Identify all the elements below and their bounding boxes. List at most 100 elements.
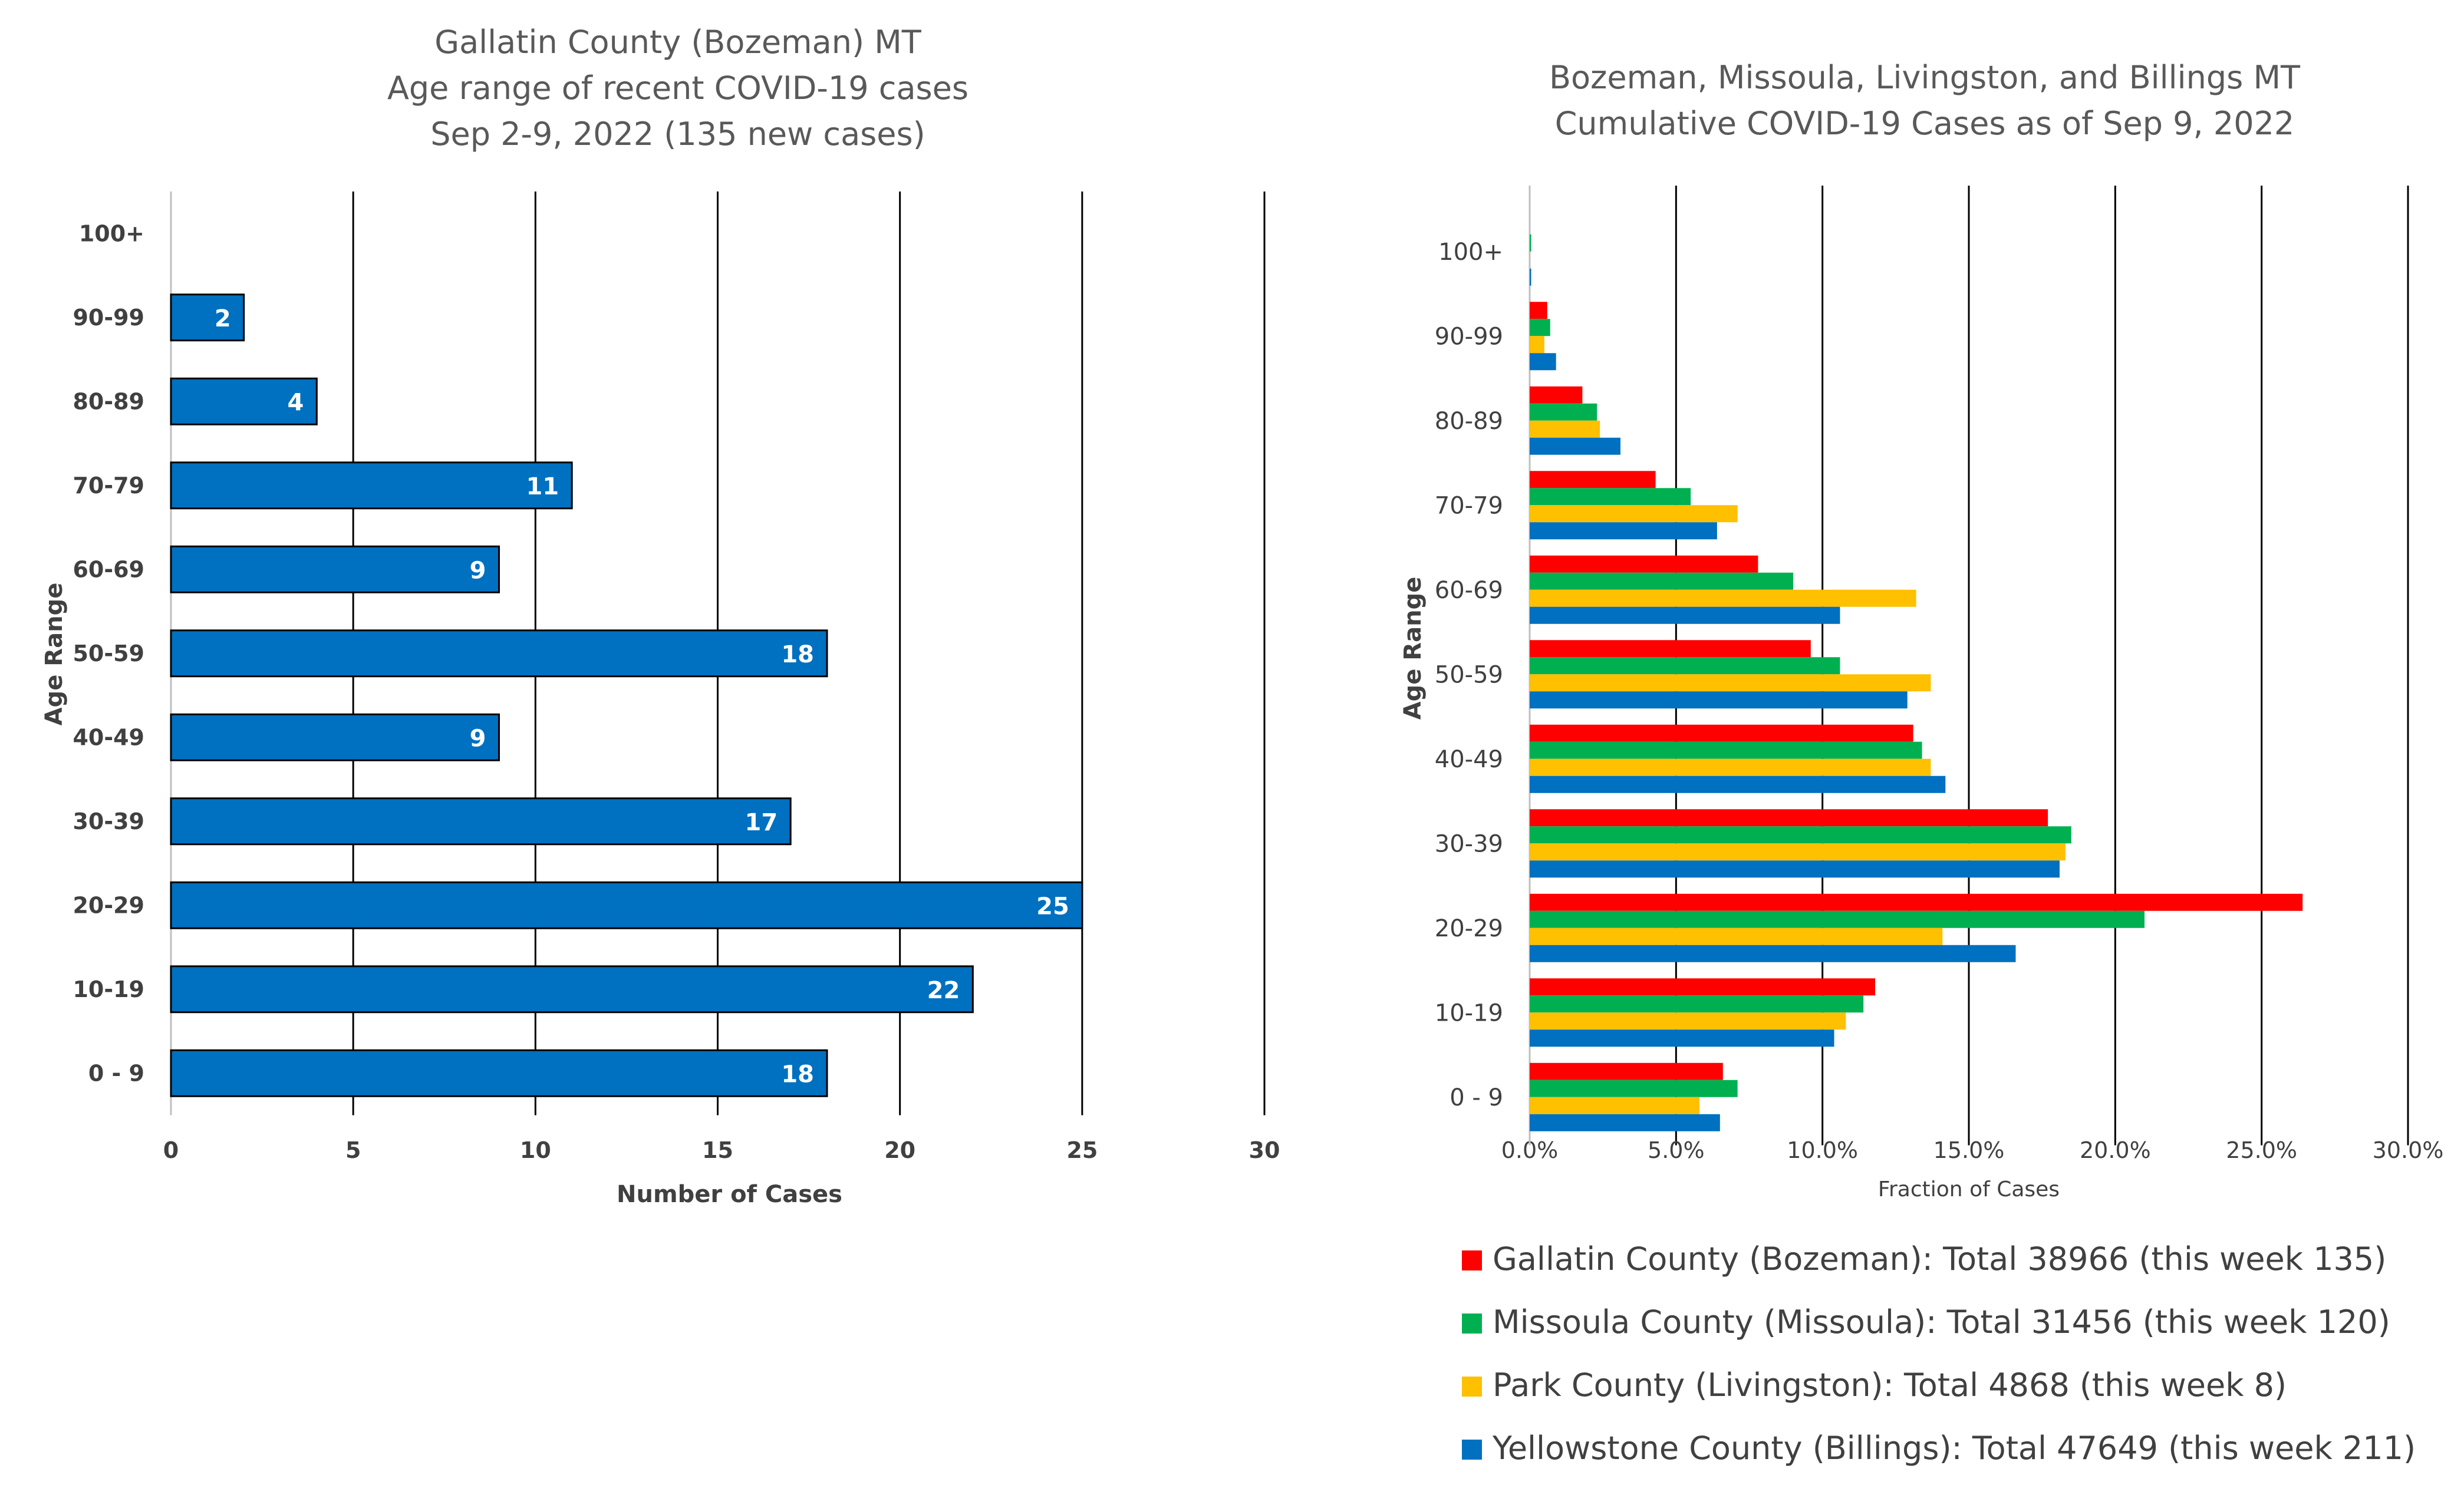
right-chart-bar xyxy=(1530,555,1758,573)
right-chart-category-label: 70-79 xyxy=(1435,492,1503,519)
right-chart-bar xyxy=(1530,860,2060,878)
right-chart-bar xyxy=(1530,843,2066,861)
right-chart-bar xyxy=(1530,606,1840,624)
left-chart-x-axis-title: Number of Cases xyxy=(617,1181,842,1208)
right-chart-bar xyxy=(1530,1114,1720,1131)
left-chart-title-line: Age range of recent COVID-19 cases xyxy=(387,70,969,107)
right-chart-bar xyxy=(1530,1080,1738,1097)
right-chart-bar xyxy=(1530,910,2145,928)
right-chart-xtick-label: 20.0% xyxy=(2080,1137,2151,1163)
left-chart-bar xyxy=(170,713,500,761)
right-chart-bar xyxy=(1530,234,1531,252)
legend-entry-label: Park County (Livingston): Total 4868 (th… xyxy=(1493,1367,2287,1404)
right-chart-title-line: Cumulative COVID-19 Cases as of Sep 9, 2… xyxy=(1555,105,2295,142)
right-chart-xtick-label: 25.0% xyxy=(2226,1137,2297,1163)
left-chart-xtick-label: 30 xyxy=(1249,1137,1280,1163)
left-chart-bar xyxy=(170,293,245,342)
right-chart-bar xyxy=(1530,691,1908,709)
right-chart-bar xyxy=(1530,572,1793,590)
right-chart-bar xyxy=(1530,674,1931,692)
left-chart-category-label: 90-99 xyxy=(73,305,144,331)
legend-entry-label: Yellowstone County (Billings): Total 476… xyxy=(1492,1430,2416,1467)
right-chart-cumulative-fraction: Bozeman, Missoula, Livingston, and Billi… xyxy=(1399,59,2443,1467)
left-chart-xtick-label: 25 xyxy=(1066,1137,1098,1163)
left-chart-bar xyxy=(170,1049,828,1097)
left-chart-xtick-label: 5 xyxy=(345,1137,361,1163)
right-chart-bar xyxy=(1530,775,1946,793)
right-chart-bar xyxy=(1530,353,1556,371)
left-chart-bar xyxy=(170,965,974,1014)
right-chart-bar xyxy=(1530,1012,1846,1030)
right-chart-bar xyxy=(1530,945,2016,962)
right-chart-bar xyxy=(1530,268,1531,286)
legend-swatch xyxy=(1462,1440,1482,1460)
left-chart-xtick-label: 20 xyxy=(884,1137,915,1163)
right-chart-y-axis-title: Age Range xyxy=(1399,577,1427,720)
right-chart-category-label: 50-59 xyxy=(1435,661,1503,688)
left-chart-bar xyxy=(170,545,500,593)
left-chart-category-label: 0 - 9 xyxy=(88,1060,144,1086)
left-chart-xtick-label: 15 xyxy=(702,1137,733,1163)
right-chart-category-label: 20-29 xyxy=(1435,915,1503,942)
left-chart-category-label: 100+ xyxy=(79,220,144,246)
legend-swatch xyxy=(1462,1314,1482,1334)
left-chart-xtick-label: 10 xyxy=(520,1137,551,1163)
left-chart-category-label: 60-69 xyxy=(73,556,144,582)
left-chart-category-label: 40-49 xyxy=(73,724,144,750)
left-chart-bar xyxy=(170,629,828,678)
left-chart-title-line: Gallatin County (Bozeman) MT xyxy=(434,24,922,61)
left-chart-data-label: 18 xyxy=(781,1061,814,1088)
right-chart-category-label: 100+ xyxy=(1438,239,1503,266)
right-chart-category-label: 10-19 xyxy=(1435,999,1503,1027)
right-chart-bar xyxy=(1530,1097,1700,1114)
left-chart-category-label: 50-59 xyxy=(73,641,144,666)
right-chart-bar xyxy=(1530,420,1600,438)
left-chart-bar xyxy=(170,377,318,425)
right-chart-xtick-label: 15.0% xyxy=(1933,1137,2005,1163)
right-chart-category-label: 90-99 xyxy=(1435,323,1503,350)
left-chart-bar xyxy=(170,881,1083,929)
left-chart-bar xyxy=(170,461,573,510)
right-chart-bar xyxy=(1530,809,2048,827)
right-chart-bar xyxy=(1530,386,1583,404)
right-chart-bar xyxy=(1530,589,1916,607)
right-chart-bar xyxy=(1530,403,1597,421)
left-chart-y-axis-title: Age Range xyxy=(41,583,68,726)
left-chart-data-label: 11 xyxy=(526,473,559,500)
legend-entry-label: Gallatin County (Bozeman): Total 38966 (… xyxy=(1493,1240,2386,1278)
right-chart-bar xyxy=(1530,1062,1723,1080)
left-chart-data-label: 18 xyxy=(781,641,814,668)
right-chart-bar xyxy=(1530,893,2303,911)
left-chart-data-label: 9 xyxy=(470,725,486,752)
right-chart-bar xyxy=(1530,758,1931,776)
right-chart-bar xyxy=(1530,522,1717,540)
right-chart-bar xyxy=(1530,437,1620,455)
left-chart-category-label: 10-19 xyxy=(73,976,144,1002)
right-chart-bar xyxy=(1530,1029,1834,1047)
right-chart-category-label: 80-89 xyxy=(1435,408,1503,435)
right-chart-bar xyxy=(1530,302,1547,319)
right-chart-xtick-label: 10.0% xyxy=(1787,1137,1858,1163)
right-chart-bar xyxy=(1530,724,1913,742)
right-chart-title-line: Bozeman, Missoula, Livingston, and Billi… xyxy=(1549,59,2301,96)
left-chart-data-label: 22 xyxy=(927,977,960,1004)
right-chart-bar xyxy=(1530,657,1840,675)
left-chart-category-label: 20-29 xyxy=(73,892,144,918)
right-chart-category-label: 0 - 9 xyxy=(1450,1084,1503,1111)
right-chart-bar xyxy=(1530,505,1738,523)
left-chart-category-label: 70-79 xyxy=(73,473,144,499)
right-chart-bar xyxy=(1530,995,1864,1013)
right-chart-category-label: 60-69 xyxy=(1435,577,1503,604)
right-chart-bar xyxy=(1530,488,1691,506)
left-chart-data-label: 25 xyxy=(1036,893,1069,920)
left-chart-data-label: 4 xyxy=(287,389,304,416)
left-chart-data-label: 2 xyxy=(215,305,231,332)
right-chart-x-axis-title: Fraction of Cases xyxy=(1878,1177,2060,1202)
left-chart-title-line: Sep 2-9, 2022 (135 new cases) xyxy=(430,115,925,153)
right-chart-category-label: 30-39 xyxy=(1435,830,1503,857)
left-chart-data-label: 9 xyxy=(470,557,486,584)
right-chart-bar xyxy=(1530,319,1550,336)
right-chart-bar xyxy=(1530,471,1656,489)
left-chart-cases-by-age: Gallatin County (Bozeman) MT Age range of… xyxy=(41,24,1280,1208)
